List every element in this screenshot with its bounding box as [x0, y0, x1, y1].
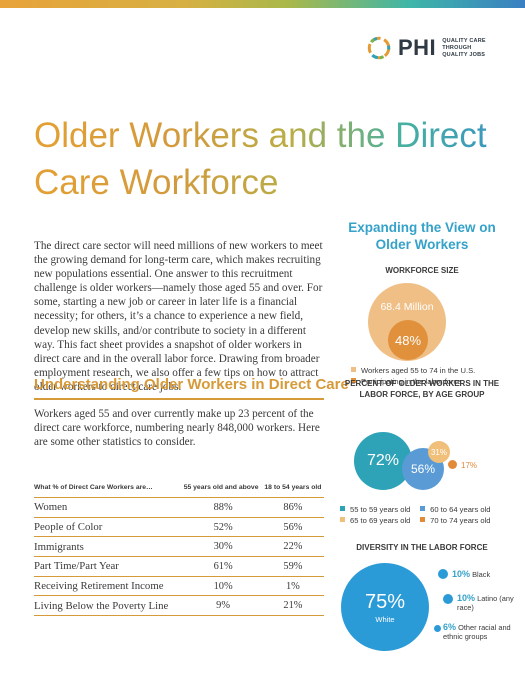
- legend-item: 70 to 74 years old: [420, 515, 491, 525]
- table-row: People of Color 52% 56%: [34, 517, 324, 538]
- section-divider: [34, 398, 324, 400]
- legend-item: Workers aged 55 to 74 in the U.S.: [351, 366, 475, 377]
- table-row: Immigrants 30% 22%: [34, 536, 324, 558]
- participation-circle: 48%: [388, 320, 428, 360]
- gradient-top-bar: [0, 0, 525, 8]
- age-legend: 55 to 59 years old 60 to 64 years old 65…: [340, 505, 491, 526]
- legend-swatch: [420, 516, 426, 522]
- table-cell: 61%: [180, 556, 262, 577]
- table-cell: Living Below the Poverty Line: [34, 595, 181, 617]
- table-cell: 88%: [180, 497, 262, 518]
- table-cell: Immigrants: [34, 536, 181, 558]
- table-cell: 9%: [180, 595, 262, 617]
- section-intro: Workers aged 55 and over currently make …: [34, 408, 320, 449]
- diversity-value: 10%: [452, 569, 471, 579]
- diversity-label: Black: [472, 570, 491, 579]
- table-row: Women 88% 86%: [34, 497, 324, 518]
- age-group-heading: PERCENT OF OLDER WORKERS IN THE LABOR FO…: [344, 379, 500, 399]
- bubble-label: 17%: [461, 461, 478, 470]
- legend-label: 55 to 59 years old: [350, 505, 411, 514]
- legend-swatch: [351, 367, 356, 372]
- diversity-main-label: White: [375, 614, 395, 624]
- table-row: Living Below the Poverty Line 9% 21%: [34, 595, 324, 617]
- phi-logo: PHI QUALITY CARE THROUGH QUALITY JOBS: [364, 33, 492, 63]
- legend-label: Workers aged 55 to 74 in the U.S.: [361, 366, 476, 375]
- diversity-dot: [434, 625, 441, 632]
- bubble-label: 56%: [410, 462, 436, 476]
- intro-paragraph: The direct care sector will need million…: [34, 240, 323, 393]
- table-cell: 1%: [261, 576, 324, 597]
- diversity-item: 10% Latino (any race): [457, 594, 515, 612]
- stats-table: What % of Direct Care Workers are… 55 ye…: [34, 484, 324, 617]
- diversity-heading: DIVERSITY IN THE LABOR FORCE: [356, 543, 488, 552]
- diversity-value: 6%: [443, 622, 457, 632]
- table-cell: Part Time/Part Year: [34, 556, 181, 577]
- sidebar-heading: Expanding the View on Older Workers: [348, 220, 496, 252]
- brand-tagline: QUALITY CARE THROUGH QUALITY JOBS: [442, 37, 486, 58]
- legend-label: 70 to 74 years old: [430, 515, 491, 525]
- legend-row: 55 to 59 years old 60 to 64 years old: [340, 505, 491, 516]
- legend-item: 60 to 64 years old: [420, 505, 491, 514]
- table-header: 18 to 54 years old: [261, 484, 324, 498]
- legend-label: 65 to 69 years old: [350, 515, 411, 525]
- table-cell: 52%: [180, 517, 262, 538]
- section-heading: Understanding Older Workers in Direct Ca…: [34, 376, 349, 393]
- legend-swatch: [340, 506, 345, 511]
- table-cell: 30%: [180, 536, 262, 558]
- table-cell: 59%: [261, 556, 324, 577]
- table-cell: Women: [34, 497, 181, 518]
- workforce-size-heading: WORKFORCE SIZE: [385, 266, 459, 275]
- participation-label: 48%: [394, 332, 422, 348]
- legend-swatch: [351, 377, 356, 383]
- diversity-main-circle: 75% White: [341, 563, 429, 651]
- diversity-label: Latino (any race): [457, 594, 514, 612]
- table-cell: 10%: [180, 576, 262, 597]
- diversity-item: 10% Black: [452, 570, 490, 580]
- legend-label: Participating in the labor force: [361, 376, 462, 386]
- diversity-dot: [438, 569, 448, 579]
- table-cell: 21%: [261, 595, 324, 617]
- brand-name: PHI: [398, 35, 437, 60]
- legend-swatch: [340, 516, 345, 522]
- bubble-65-69: 31%: [428, 441, 450, 463]
- page-title: Older Workers and the Direct Care Workfo…: [34, 112, 504, 206]
- diversity-item: 6% Other racial and ethnic groups: [443, 623, 523, 641]
- phi-ring-icon: [367, 36, 391, 60]
- table-cell: Receiving Retirement Income: [34, 576, 181, 597]
- legend-label: 60 to 64 years old: [430, 505, 491, 514]
- diversity-value: 10%: [457, 593, 476, 603]
- legend-item: Participating in the labor force: [351, 377, 475, 388]
- legend-item: 55 to 59 years old: [340, 505, 418, 516]
- bubble-label: 31%: [430, 447, 447, 457]
- bubble-label: 72%: [366, 452, 400, 469]
- table-header: 55 years old and above: [180, 484, 262, 498]
- table-row: Part Time/Part Year 61% 59%: [34, 556, 324, 577]
- legend-item: 65 to 69 years old: [340, 516, 418, 527]
- table-cell: People of Color: [34, 517, 181, 538]
- table-row: Receiving Retirement Income 10% 1%: [34, 576, 324, 597]
- table-cell: 86%: [261, 497, 324, 518]
- workforce-total-label: 68.4 Million: [380, 301, 434, 313]
- bubble-70-74: [448, 460, 457, 469]
- workforce-legend: Workers aged 55 to 74 in the U.S. Partic…: [351, 366, 475, 387]
- diversity-dot: [443, 594, 453, 604]
- diversity-label: Other racial and ethnic groups: [443, 623, 511, 641]
- table-cell: 56%: [261, 517, 324, 538]
- legend-swatch: [420, 506, 426, 511]
- legend-row: 65 to 69 years old 70 to 74 years old: [340, 516, 491, 527]
- table-header-row: What % of Direct Care Workers are… 55 ye…: [34, 484, 324, 498]
- table-cell: 22%: [261, 536, 324, 558]
- table-header: What % of Direct Care Workers are…: [34, 484, 181, 498]
- diversity-main-value: 75%: [364, 590, 406, 613]
